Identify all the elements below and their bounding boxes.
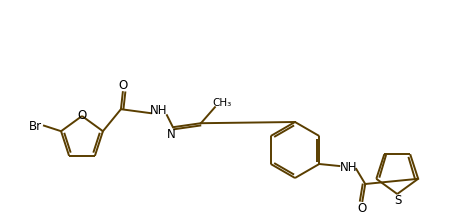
Text: O: O	[119, 79, 127, 92]
Text: N: N	[167, 128, 175, 141]
Text: CH₃: CH₃	[213, 98, 232, 108]
Text: S: S	[394, 194, 402, 207]
Text: Br: Br	[28, 120, 42, 133]
Text: O: O	[357, 202, 367, 215]
Text: NH: NH	[339, 161, 357, 174]
Text: NH: NH	[150, 104, 168, 117]
Text: O: O	[77, 108, 87, 121]
